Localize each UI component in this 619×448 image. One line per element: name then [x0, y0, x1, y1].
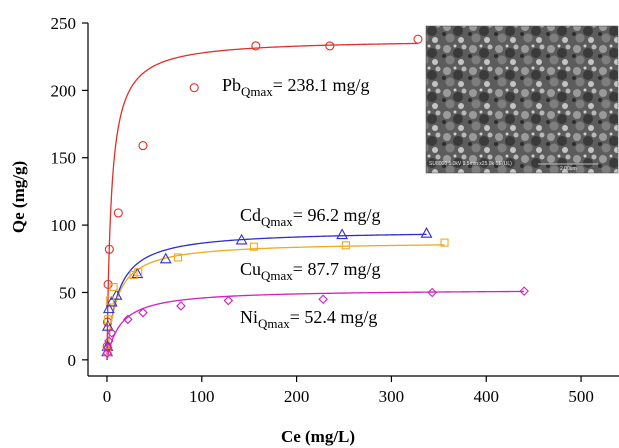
axes: 0 100 200 300 400 500 0 50 100 150 200 250	[51, 14, 619, 406]
annotation-cu-value: = 87.7 mg/g	[293, 259, 381, 279]
point-cd	[420, 227, 433, 238]
x-tick-label: 0	[103, 387, 112, 406]
x-tick-label: 100	[189, 387, 215, 406]
point-pb	[251, 41, 261, 51]
x-tick-label: 200	[284, 387, 310, 406]
point-ni	[138, 307, 148, 318]
point-pb	[138, 141, 148, 151]
point-cu	[105, 296, 114, 305]
point-cd	[101, 320, 114, 331]
point-ni	[427, 287, 437, 298]
point-ni	[318, 294, 328, 304]
point-ni	[102, 348, 113, 358]
y-tick-label: 0	[68, 351, 77, 370]
fit-curve-ni	[106, 290, 525, 360]
point-pb	[113, 208, 123, 218]
annotation-ni-metal: Ni	[240, 307, 258, 327]
annotation-cd: CdQmax= 96.2 mg/g	[240, 205, 380, 229]
point-cu	[249, 242, 258, 251]
fit-curve-cu	[106, 244, 445, 360]
sem-caption: SU8000 5.0kV 9.5mm x25.0k SE(UL)	[429, 161, 512, 167]
y-axis-title: Qe (mg/g)	[9, 161, 28, 233]
sem-scale-label: 2.00um	[560, 166, 577, 172]
point-ni	[519, 286, 529, 296]
y-tick-label: 50	[59, 283, 76, 302]
annotation-pb: PbQmax= 238.1 mg/g	[222, 75, 369, 99]
point-pb	[413, 34, 423, 44]
fit-curve-cd	[106, 233, 427, 360]
point-cd	[110, 289, 123, 300]
annotation-ni-value: = 52.4 mg/g	[290, 307, 378, 327]
data-markers	[101, 34, 529, 358]
point-cu	[103, 315, 112, 324]
point-cu	[109, 283, 118, 292]
point-ni	[123, 314, 133, 325]
y-tick-label: 100	[51, 216, 77, 235]
annotation-cd-sub: Qmax	[261, 214, 293, 229]
annotation-cd-value: = 96.2 mg/g	[293, 205, 381, 225]
annotation-cd-metal: Cd	[240, 205, 261, 225]
sem-inset: SU8000 5.0kV 9.5mm x25.0k SE(UL) 2.00um	[425, 25, 619, 174]
point-cd	[105, 295, 118, 307]
point-cd	[102, 302, 115, 314]
point-ni	[223, 295, 234, 306]
fit-curve-pb	[106, 42, 418, 360]
x-tick-label: 300	[379, 387, 405, 406]
y-tick-label: 250	[51, 14, 77, 33]
annotation-cu: CuQmax= 87.7 mg/g	[240, 259, 380, 283]
y-tick-label: 150	[51, 149, 77, 168]
annotation-pb-value: = 238.1 mg/g	[273, 75, 370, 95]
y-tick-label: 200	[51, 81, 77, 100]
sem-image	[425, 25, 619, 174]
point-cd	[235, 233, 248, 245]
fit-curves	[106, 42, 525, 360]
x-axis-title: Ce (mg/L)	[281, 427, 355, 446]
point-cu	[103, 347, 112, 356]
point-ni	[106, 328, 117, 338]
annotation-ni-sub: Qmax	[258, 316, 290, 331]
point-cd	[336, 228, 349, 240]
point-cu	[129, 270, 138, 280]
annotation-ni: NiQmax= 52.4 mg/g	[240, 307, 377, 331]
point-ni	[104, 336, 114, 346]
point-ni	[103, 342, 113, 353]
annotation-pb-sub: Qmax	[241, 84, 273, 99]
annotation-pb-metal: Pb	[222, 75, 241, 95]
point-cu	[174, 253, 183, 262]
point-ni	[176, 301, 186, 311]
point-cd	[159, 252, 172, 264]
annotation-cu-sub: Qmax	[261, 268, 293, 283]
point-cu	[440, 238, 449, 247]
point-pb	[103, 279, 113, 289]
x-tick-label: 500	[568, 387, 594, 406]
x-tick-label: 400	[474, 387, 500, 406]
point-pb	[104, 244, 114, 254]
point-pb	[189, 83, 199, 93]
point-cu	[341, 241, 350, 250]
point-cu	[134, 268, 143, 277]
annotation-cu-metal: Cu	[240, 259, 261, 279]
point-pb	[325, 41, 335, 51]
